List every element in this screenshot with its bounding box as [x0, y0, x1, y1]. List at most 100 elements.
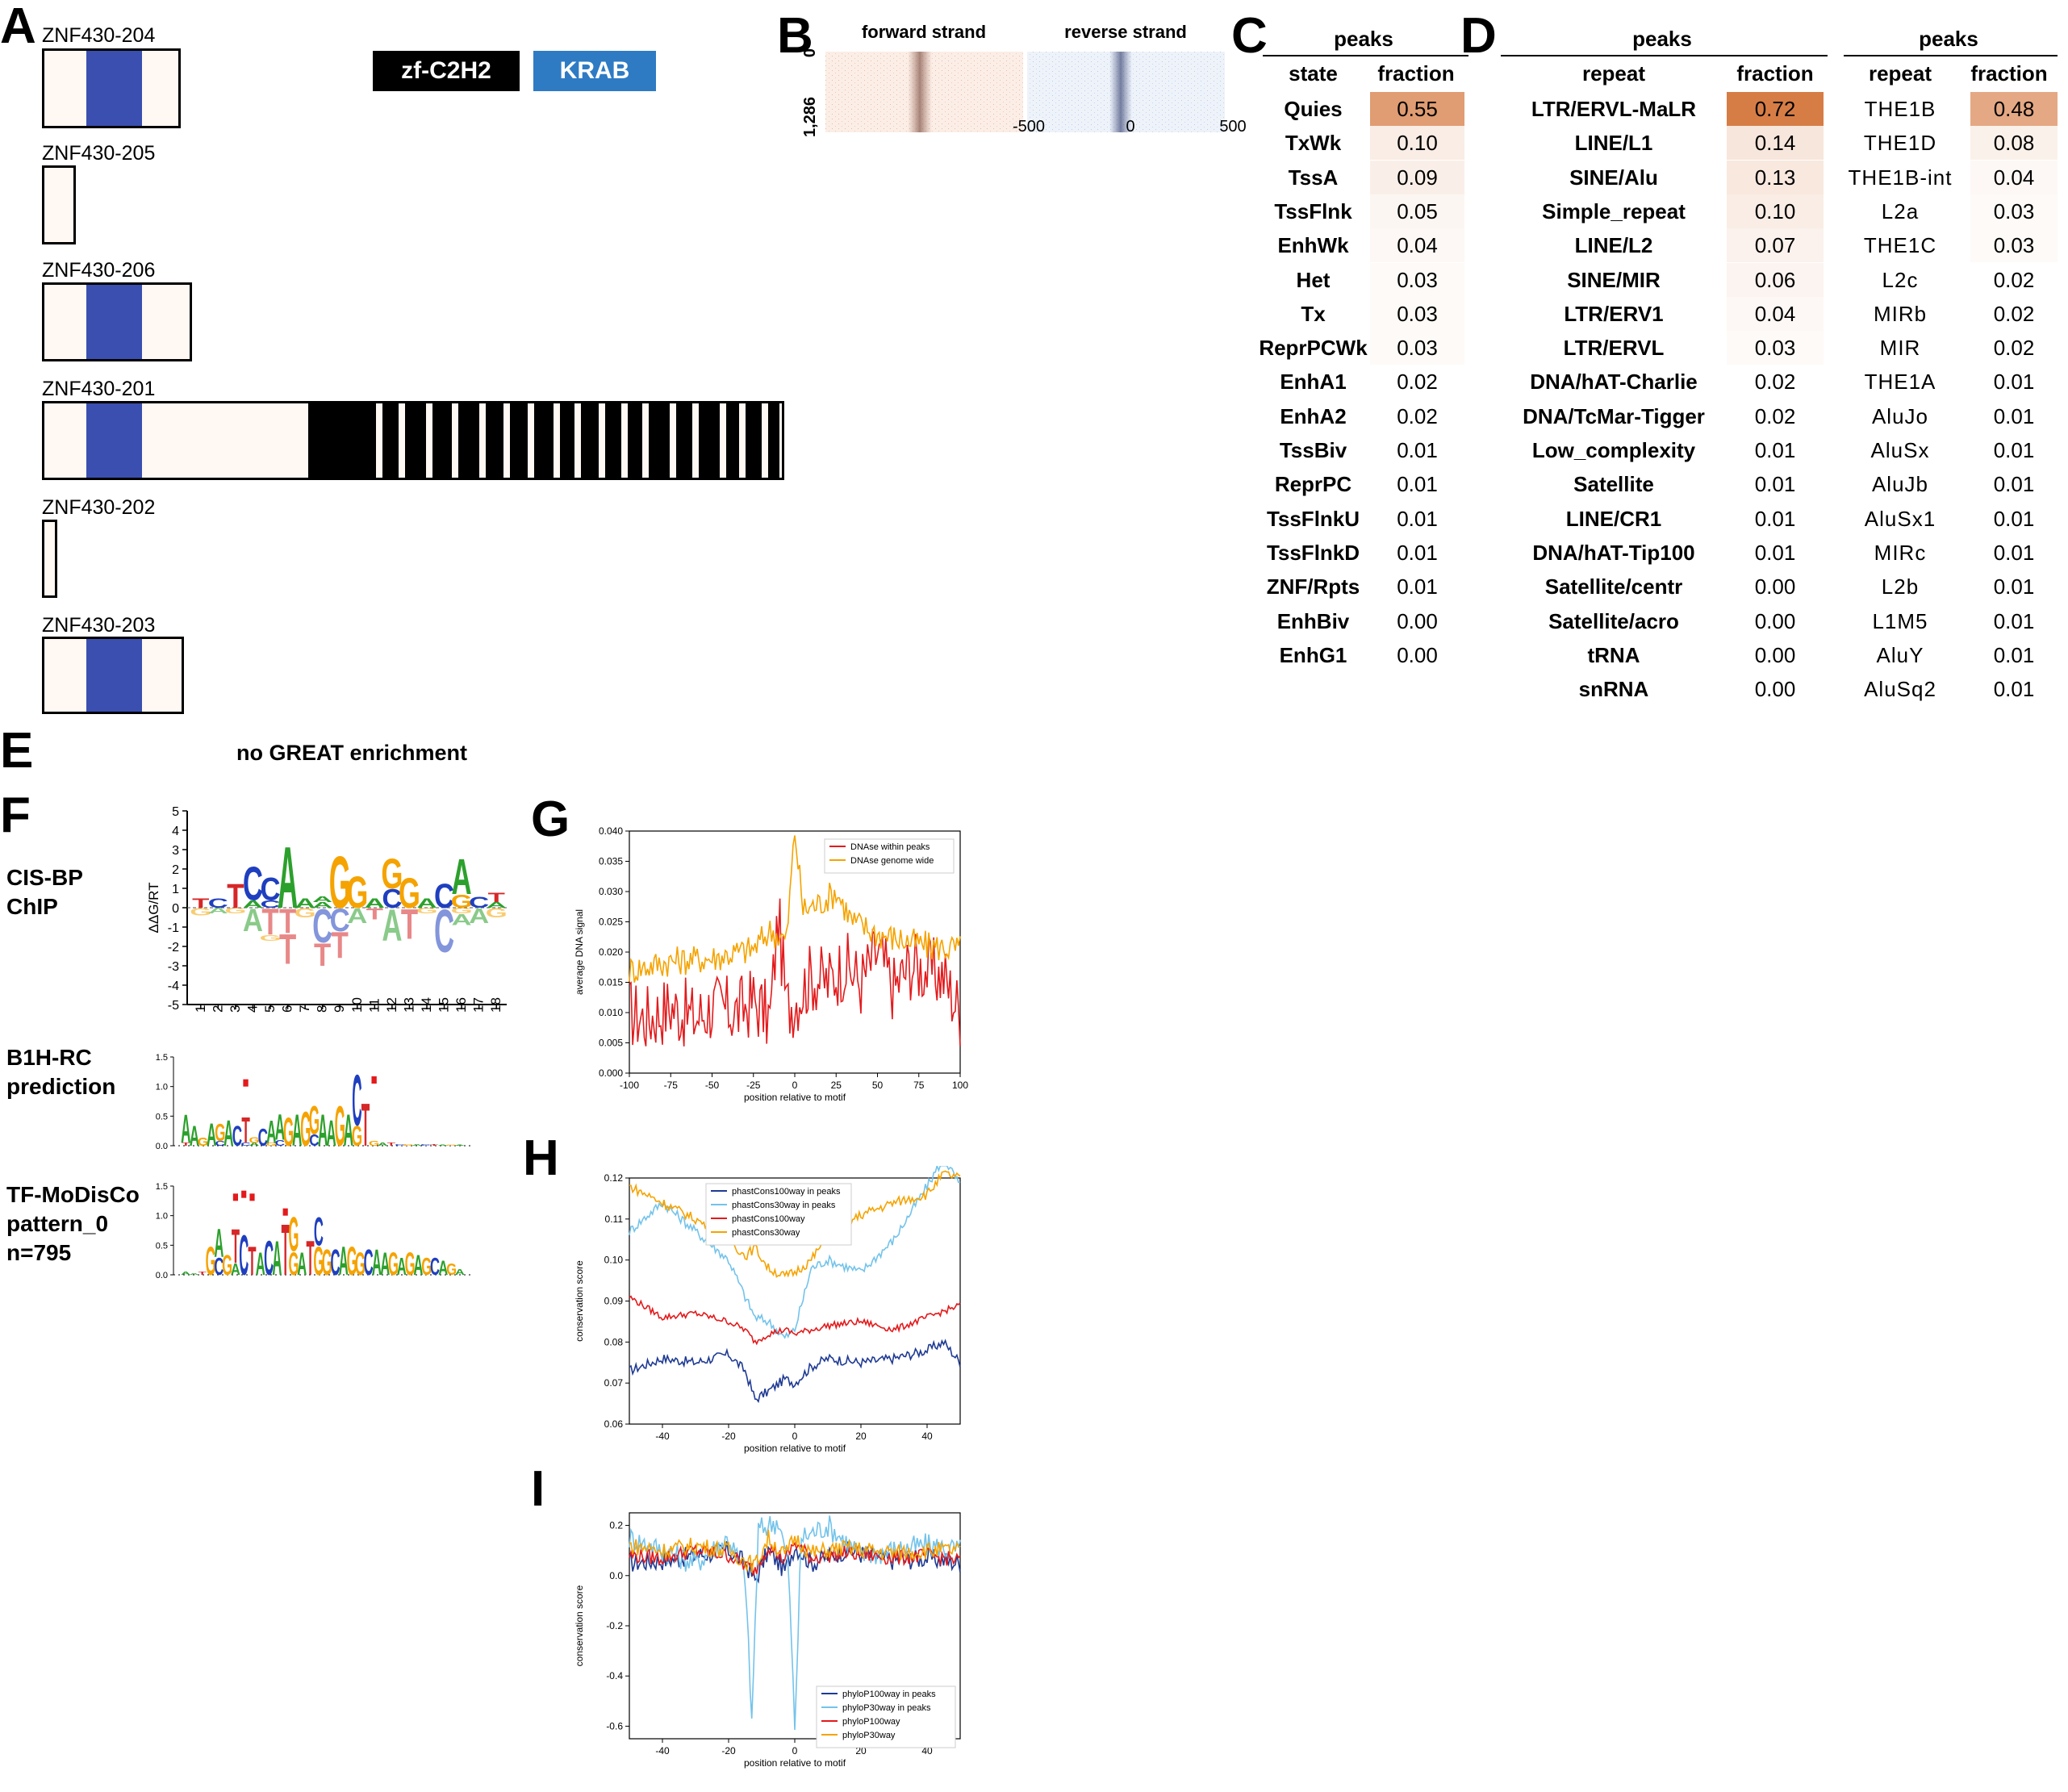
x-tick-label: 13 [401, 997, 416, 1013]
y-axis-label: conservation score [574, 1585, 585, 1666]
row-label: LINE/L1 [1574, 131, 1653, 156]
zf-c2h2-domain [308, 403, 376, 478]
row-label: Het [1296, 267, 1331, 292]
x-tick-label: 14 [419, 997, 434, 1013]
legend-entry: phastCons100way in peaks [732, 1187, 841, 1197]
panel-letter-b: B [777, 8, 813, 64]
group-header: peaks [1632, 27, 1692, 51]
row-label: Satellite/acro [1548, 608, 1679, 633]
row-fraction: 0.00 [1754, 574, 1796, 599]
row-label: DNA/TcMar-Tigger [1523, 403, 1705, 428]
legend-entry: phyloP30way [842, 1731, 896, 1740]
y-tick-label: 0.0 [609, 1570, 623, 1581]
x-tick-label: -40 [655, 1745, 670, 1756]
row-label: AluSx1 [1864, 506, 1936, 531]
logo-letter-g: G [355, 1245, 366, 1282]
logo-letter-a: A [344, 1105, 353, 1155]
x-tick-label: 75 [913, 1080, 925, 1091]
row-fraction: 0.00 [1754, 608, 1796, 633]
row-fraction: 0.03 [1370, 262, 1464, 297]
logo-letter-g: G [388, 1245, 399, 1282]
x-tick-label: 12 [384, 997, 399, 1013]
row-fraction: 0.48 [1970, 92, 2058, 126]
transcript-label: ZNF430-204 [42, 24, 156, 47]
legend-entry: phyloP30way in peaks [842, 1703, 931, 1713]
y-tick-label: 0.08 [604, 1336, 624, 1347]
group-header: peaks [1919, 27, 1978, 51]
cisbp-label: CIS-BP ChIP [6, 865, 83, 919]
zf-c2h2-domain [432, 403, 452, 478]
zf-c2h2-domain [699, 403, 720, 478]
logo-letter-c: C [330, 1243, 340, 1283]
series-line [629, 1529, 961, 1573]
panel-letter-d: D [1460, 8, 1497, 64]
chart-g-dnase-signal: -100 -75 -50 -25 0 25 50 75 100 0.000 0.005 0.010 0.… [574, 825, 968, 1103]
row-fraction: 0.01 [1397, 574, 1438, 599]
x-tick-label: 5 [262, 1005, 278, 1013]
x-tick-label: 50 [872, 1080, 884, 1091]
zf-c2h2-domain [676, 403, 692, 478]
row-fraction: 0.72 [1727, 92, 1824, 126]
logo-letter-g: G [224, 907, 246, 916]
row-fraction: 0.01 [1397, 472, 1438, 497]
row-label: LINE/L2 [1574, 233, 1653, 258]
x-tick-label: -25 [746, 1080, 761, 1091]
logo-letter-c: C [239, 1224, 249, 1287]
y-tick-label: -3 [168, 960, 179, 974]
logo-letter-a: A [378, 1142, 387, 1147]
x-tick-label: 0 [1126, 118, 1134, 136]
logo-letter-a: A [437, 1144, 448, 1146]
y-tick-label: 0.12 [604, 1172, 624, 1184]
zf-c2h2-domain [581, 403, 599, 478]
logo-letter-c: C [434, 898, 454, 966]
x-tick-label: 500 [1219, 118, 1246, 136]
logo-letter-g: G [403, 1143, 413, 1146]
y-tick-label: 0.015 [599, 977, 623, 988]
zf-c2h2-domain [768, 403, 779, 478]
logo-letter-a: A [413, 1249, 423, 1281]
logo-letter-a: A [275, 1108, 285, 1148]
logo-letter-c: C [258, 1125, 269, 1151]
logo-letter-g: G [346, 867, 368, 917]
y-tick-label: -5 [168, 999, 179, 1013]
logo-letter-a: A [312, 901, 332, 910]
row-label: MIRb [1873, 301, 1928, 326]
row-label: THE1C [1863, 233, 1937, 258]
logo-letter-t: T [366, 904, 383, 922]
logo-letter-t: T [430, 1143, 439, 1146]
series-line [629, 1339, 961, 1404]
y-tick-label: 5 [172, 805, 179, 819]
logo-letter-a: A [487, 901, 507, 910]
logo-letter-g: G [295, 905, 316, 921]
logo-letter-a: A [278, 829, 298, 927]
logo-letter-c: C [264, 1232, 274, 1286]
logo-letter-a: A [272, 1232, 282, 1286]
column-header-repeat: repeat [1581, 61, 1646, 86]
logo-letter-g: G [451, 892, 473, 913]
row-fraction: 0.02 [1993, 267, 2035, 292]
row-label: Satellite/centr [1544, 574, 1683, 599]
x-tick-label: 11 [366, 998, 382, 1013]
y-tick-label: 0.025 [599, 917, 623, 928]
group-header: peaks [1334, 27, 1393, 51]
krab-domain [86, 51, 142, 126]
row-label: EnhA1 [1280, 370, 1347, 395]
row-label: SINE/MIR [1567, 267, 1661, 292]
logo-letter-c: C [275, 1138, 285, 1147]
y-tick-label: -0.6 [606, 1720, 623, 1731]
logo-letter-a: A [416, 896, 437, 911]
y-tick-label: -0.2 [606, 1620, 623, 1631]
y-tick-label: 0.2 [609, 1520, 623, 1531]
logo-letter-t: T [192, 896, 210, 911]
forward-strand-label: forward strand [862, 22, 986, 42]
y-tick-label: 0.020 [599, 946, 623, 958]
b1h-label: B1H-RC prediction [6, 1045, 116, 1099]
y-tick-label: 0.07 [604, 1377, 624, 1389]
logo-letter-a: A [372, 1243, 382, 1283]
row-fraction: 0.14 [1727, 126, 1824, 161]
row-label: THE1B-int [1848, 165, 1953, 190]
logo-letter-a: A [365, 896, 385, 911]
